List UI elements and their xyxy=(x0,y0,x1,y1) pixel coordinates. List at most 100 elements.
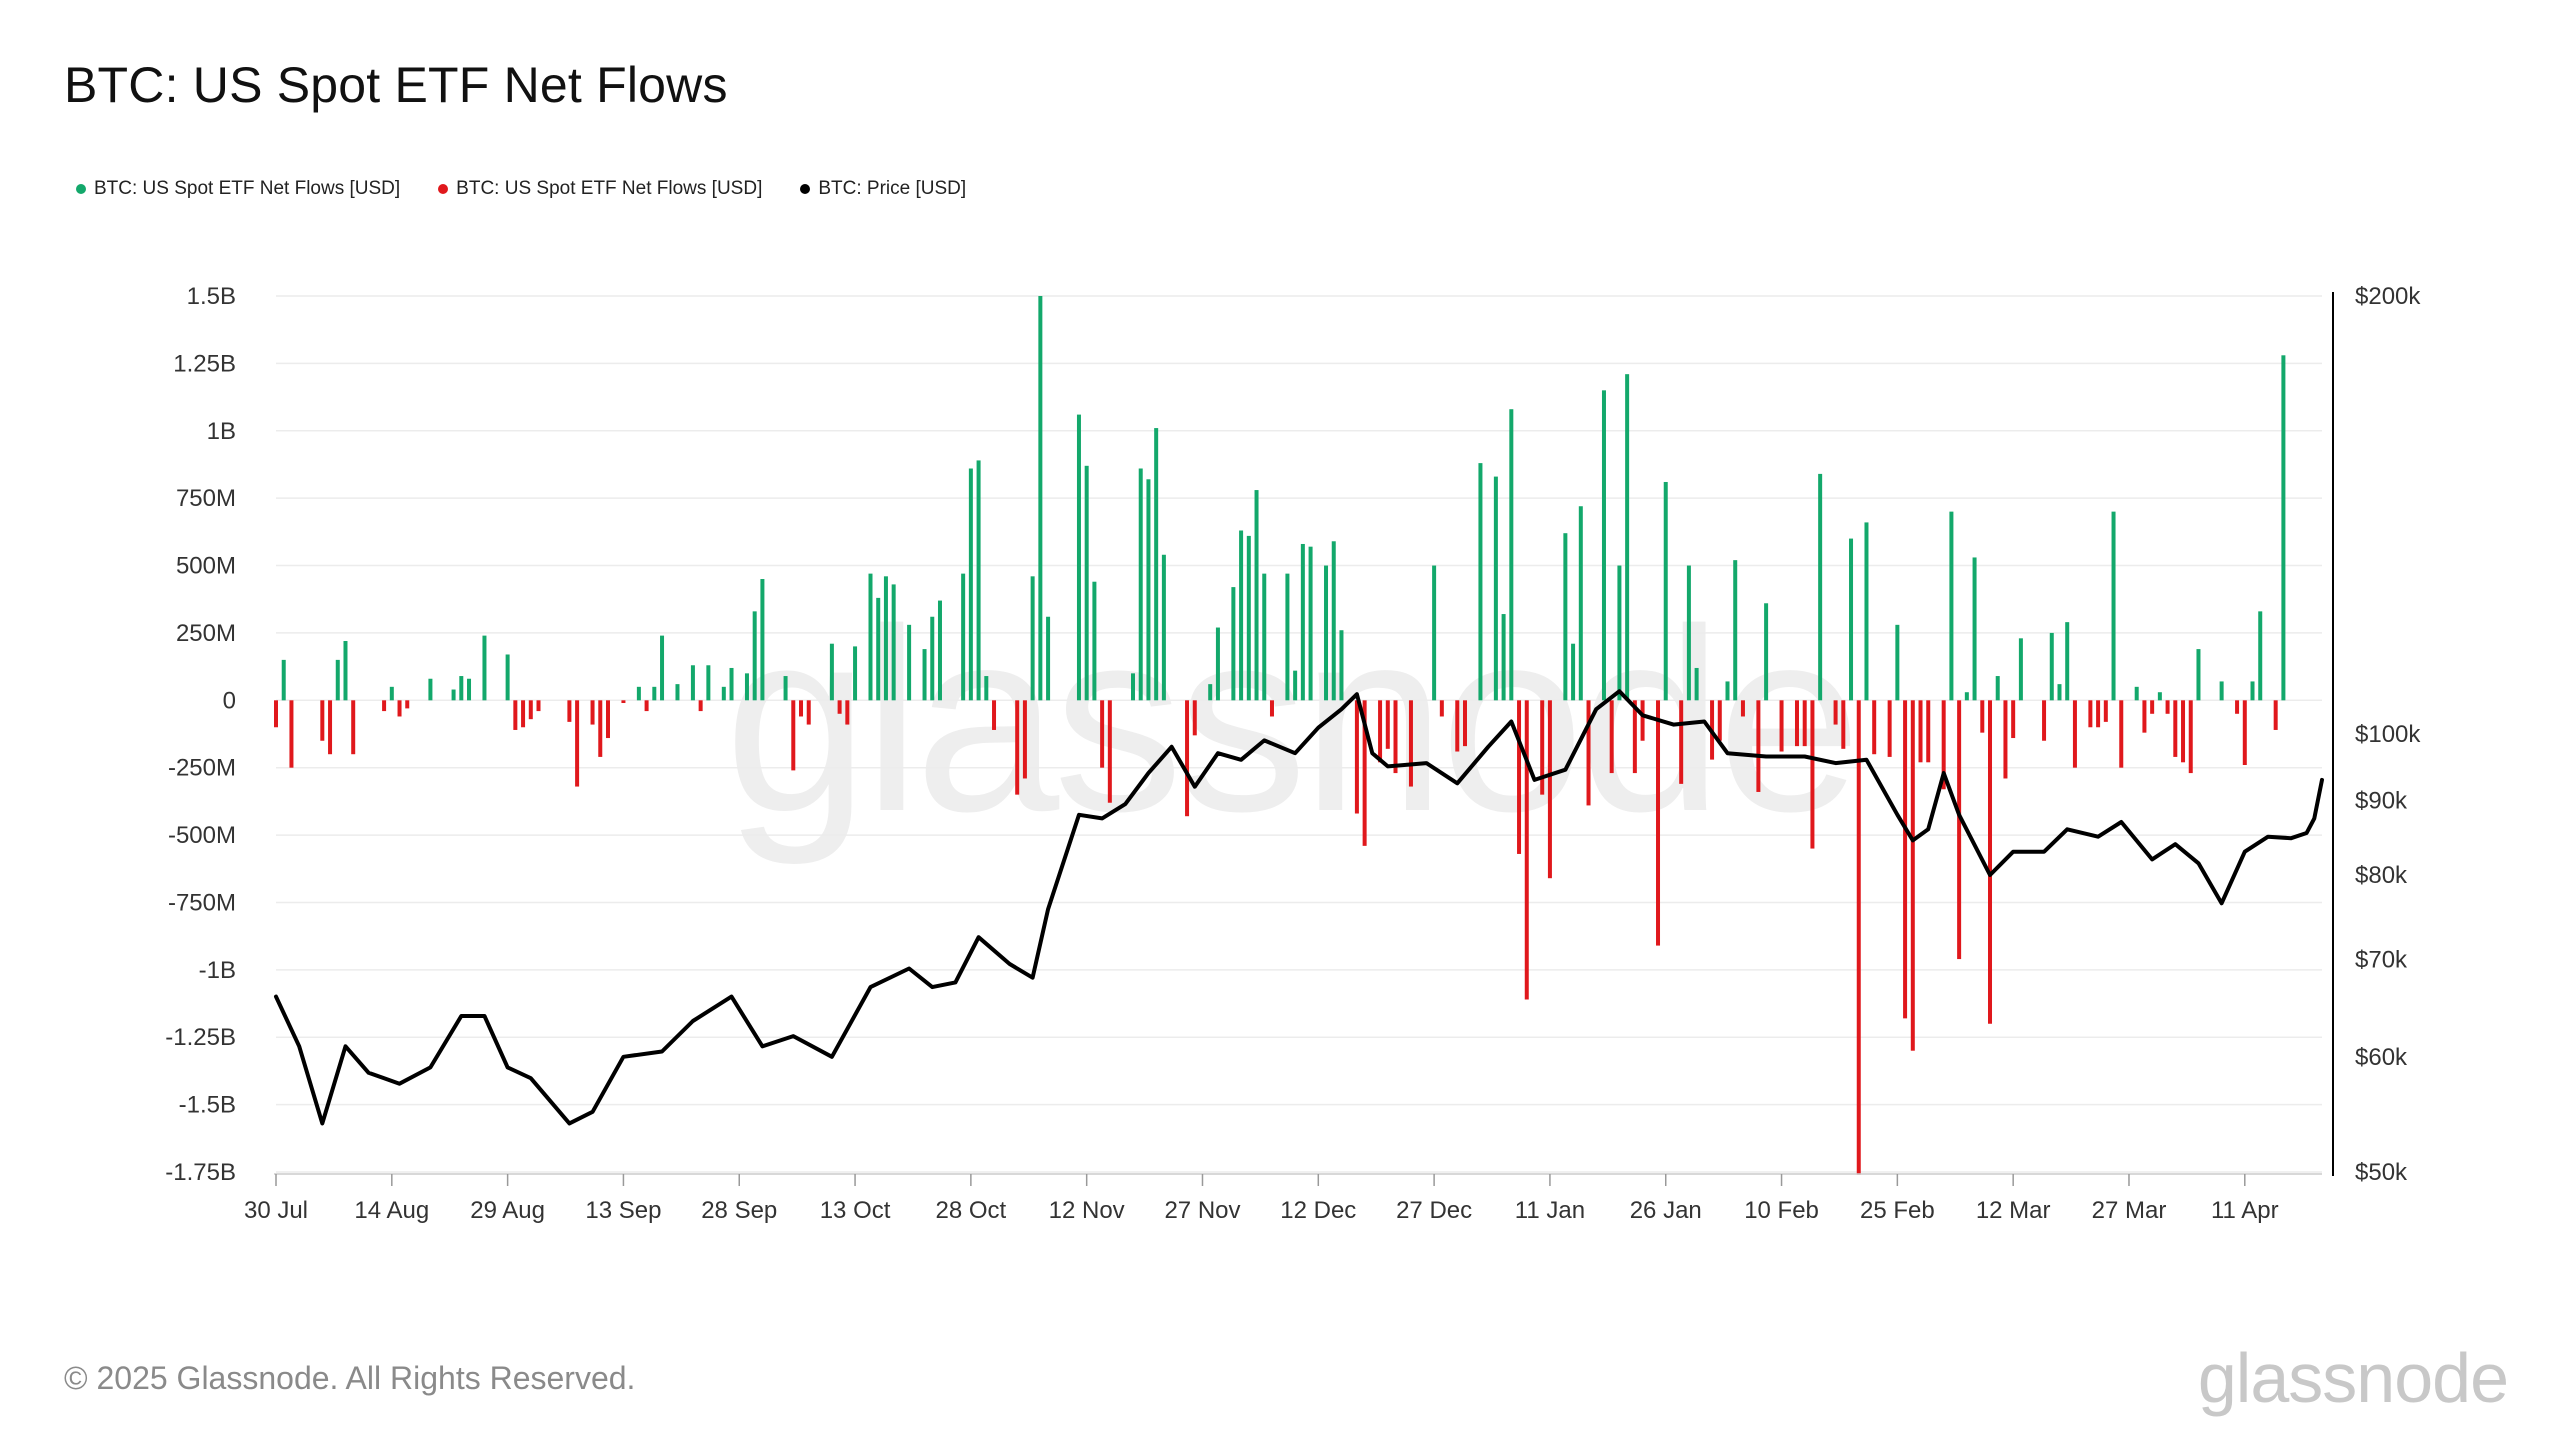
flow-bar xyxy=(1208,684,1213,701)
x-tick-label: 26 Jan xyxy=(1630,1197,1702,1224)
flow-bar xyxy=(1192,700,1197,736)
y-left-tick-label: 750M xyxy=(176,485,236,512)
flow-bar xyxy=(1964,692,1969,701)
price-line xyxy=(274,689,2324,1126)
flow-bar xyxy=(1563,533,1568,701)
flow-bar xyxy=(2119,700,2124,768)
y-left-tick-label: -1.5B xyxy=(179,1092,236,1119)
y-right-tick-label: $90k xyxy=(2355,788,2408,815)
flow-bar xyxy=(1617,565,1622,701)
flow-bar xyxy=(605,700,610,739)
flow-bar xyxy=(698,700,703,712)
flow-bar xyxy=(675,684,680,701)
legend-item-outflows[interactable]: BTC: US Spot ETF Net Flows [USD] xyxy=(438,178,762,200)
flow-bar xyxy=(621,700,626,704)
flow-bar xyxy=(513,700,518,730)
flow-bar xyxy=(1686,565,1691,701)
flow-bar xyxy=(1509,409,1514,701)
flow-bar xyxy=(459,676,464,701)
flow-bar xyxy=(1015,700,1020,795)
y-left-tick-label: 1.25B xyxy=(173,350,236,377)
flow-bar xyxy=(660,635,665,701)
flow-bar xyxy=(521,700,526,728)
flow-bar xyxy=(1601,390,1606,701)
legend-dot-icon xyxy=(800,184,811,194)
flow-bar xyxy=(1385,700,1390,749)
flow-bar xyxy=(2219,681,2224,701)
flow-bar xyxy=(2049,632,2054,701)
flow-bar xyxy=(1864,522,1869,701)
flow-bar xyxy=(320,700,325,741)
flow-bar xyxy=(590,700,595,725)
flow-bar xyxy=(690,665,695,701)
flow-bar xyxy=(2250,681,2255,701)
flow-bar xyxy=(1254,490,1259,701)
flow-bar xyxy=(1833,700,1838,725)
y-right-tick-label: $50k xyxy=(2355,1159,2408,1186)
flow-bar xyxy=(2057,684,2062,701)
flow-bar xyxy=(1733,560,1738,701)
flow-bar xyxy=(405,700,410,709)
flow-bar xyxy=(922,649,927,701)
flow-bar xyxy=(1740,700,1745,717)
watermark: glassnode xyxy=(724,576,1855,867)
flow-bar xyxy=(467,678,472,701)
flow-bar xyxy=(1339,630,1344,701)
legend-label: BTC: US Spot ETF Net Flows [USD] xyxy=(456,178,763,199)
flow-bar xyxy=(1578,506,1583,701)
flow-bar xyxy=(1432,565,1437,701)
y-left-tick-label: -1B xyxy=(199,957,236,984)
flow-bar xyxy=(1393,700,1398,774)
legend-label: BTC: US Spot ETF Net Flows [USD] xyxy=(94,178,401,199)
flow-bar xyxy=(1092,581,1097,701)
flow-bar xyxy=(845,700,850,725)
flow-bar xyxy=(706,665,711,701)
flow-bar xyxy=(397,700,402,717)
flow-bar xyxy=(2065,622,2070,701)
flow-bar xyxy=(2018,638,2023,701)
flow-bar xyxy=(1246,535,1251,701)
flow-bar xyxy=(451,689,456,701)
flow-bar xyxy=(760,579,765,701)
flow-bar xyxy=(1694,667,1699,701)
brand-logo: glassnode xyxy=(2197,1339,2509,1417)
flow-bar xyxy=(1408,700,1413,787)
flow-bar xyxy=(1995,676,2000,701)
y-left-tick-label: -250M xyxy=(168,755,236,782)
flow-bar xyxy=(1895,624,1900,701)
flow-bar xyxy=(1161,554,1166,701)
flow-bar xyxy=(2173,700,2178,757)
flow-bar xyxy=(799,700,804,717)
x-tick-label: 28 Sep xyxy=(701,1197,777,1224)
flow-bar xyxy=(2235,700,2240,714)
flow-bar xyxy=(2111,511,2116,701)
x-tick-label: 12 Mar xyxy=(1976,1197,2051,1224)
y-right-tick-label: $200k xyxy=(2355,283,2421,310)
flow-bar xyxy=(1794,700,1799,747)
flow-bar xyxy=(721,686,726,701)
flow-bar xyxy=(567,700,572,722)
flow-bar xyxy=(1022,700,1027,779)
flow-bar xyxy=(976,460,981,701)
flow-bar xyxy=(1131,673,1136,701)
flow-bar xyxy=(1957,700,1962,960)
flow-bar xyxy=(1810,700,1815,849)
flow-bar xyxy=(1517,700,1522,854)
flow-bar xyxy=(505,654,510,701)
flow-bar xyxy=(1540,700,1545,795)
legend-item-inflows[interactable]: BTC: US Spot ETF Net Flows [USD] xyxy=(76,178,400,200)
flow-bar xyxy=(1656,700,1661,946)
page-title: BTC: US Spot ETF Net Flows xyxy=(64,57,728,113)
legend-item-price[interactable]: BTC: Price [USD] xyxy=(800,178,966,200)
flow-bar xyxy=(783,676,788,701)
legend-dot-icon xyxy=(438,184,449,194)
flow-bar xyxy=(1146,479,1151,701)
price-series-line xyxy=(274,689,2324,1126)
x-tick-label: 13 Sep xyxy=(585,1197,661,1224)
flow-bar xyxy=(1887,700,1892,757)
axes: 1.5B 1.25B 1B 750M 500M 250M 0 -250M -500M -750M -… xyxy=(165,283,2421,1224)
flow-bar xyxy=(289,700,294,768)
flow-bar xyxy=(1462,700,1467,747)
y-right-tick-label: $100k xyxy=(2355,721,2421,748)
